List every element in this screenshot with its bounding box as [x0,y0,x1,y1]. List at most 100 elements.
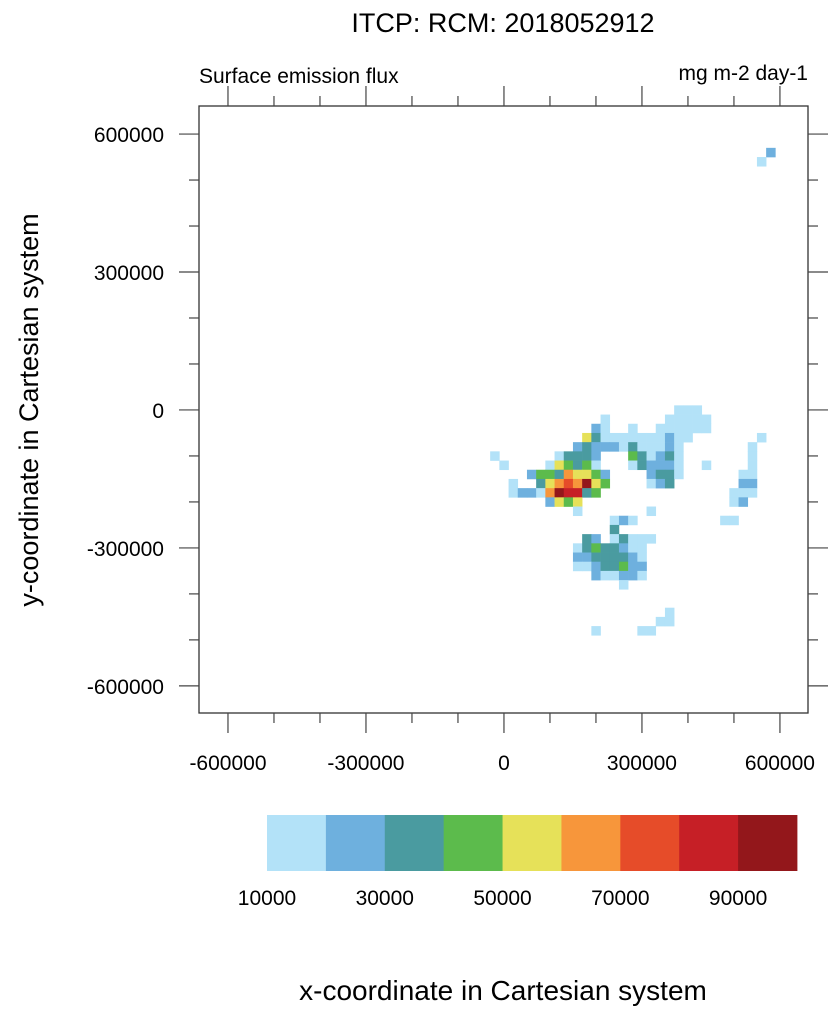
heatmap-cell [738,478,749,489]
heatmap-cell [646,442,657,452]
heatmap-cell [600,561,611,572]
colorbar-box [679,815,739,871]
heatmap-cell [600,442,611,452]
heatmap-cell [664,616,675,627]
heatmap-cell [600,414,611,425]
heatmap-cell [600,570,611,581]
heatmap-cell [674,460,684,471]
heatmap-cell [609,515,620,526]
heatmap-cell [591,469,601,480]
heatmap-cell [674,423,684,434]
heatmap-cell [545,460,555,471]
y-tick-label: 300000 [94,262,164,285]
heatmap-cell [646,469,657,480]
x-tick-label: 600000 [745,752,815,775]
heatmap-cell [545,478,555,489]
heatmap-cell [582,478,592,489]
heatmap-cell [674,405,684,415]
heatmap-cell [655,451,666,461]
heatmap-cell [738,497,749,507]
heatmap-cell [747,478,758,489]
heatmap-cell [628,515,638,526]
heatmap-cell [664,469,675,480]
colorbar-box [443,815,503,871]
heatmap-cell [637,432,647,443]
heatmap-cell [591,543,601,553]
heatmap-cell [628,534,638,544]
colorbar-box [267,815,327,871]
heatmap-cell [747,488,758,498]
heatmap-cell [582,543,592,553]
heatmap-cell [664,607,675,618]
heatmap-cell [563,451,574,461]
heatmap-cell [536,488,546,498]
heatmap-cell [609,543,620,553]
heatmap-cell [563,478,574,489]
heatmap-cell [692,423,703,434]
heatmap-cell [618,561,629,572]
heatmap-cell [591,478,601,489]
heatmap-cell [674,432,684,443]
heatmap-cell [545,488,555,498]
heatmap-cell [563,469,574,480]
heatmap-cell [637,460,647,471]
heatmap-cell [591,460,601,471]
heatmap-cell [600,543,611,553]
heatmap-cell [637,570,647,581]
heatmap-cell [646,478,657,489]
heatmap-cell [526,488,537,498]
heatmap-cell [572,497,583,507]
heatmap-cell [637,561,647,572]
colorbar-label: 90000 [709,887,767,910]
colorbar-box [325,815,386,871]
heatmap-cell [664,460,675,471]
heatmap-cell [674,442,684,452]
heatmap-cell [646,626,657,636]
colorbar-box [502,815,562,871]
heatmap-cell [545,469,555,480]
heatmap-cell [508,488,519,498]
heatmap-cell [554,478,565,489]
heatmap-cell [747,442,758,452]
heatmap-cell [582,469,592,480]
heatmap-cell [646,506,657,517]
heatmap-cell [609,561,620,572]
heatmap-cell [591,534,601,544]
heatmap-cell [701,423,712,434]
heatmap-cells [490,147,776,636]
heatmap-cell [618,543,629,553]
colorbar-label: 70000 [591,887,649,910]
axes: -600000 -300000 0 300000 600000 600000 300000 0… [87,86,828,775]
heatmap-cell [628,423,638,434]
heatmap-cell [729,497,739,507]
heatmap-cell [701,414,712,425]
heatmap-cell [554,497,565,507]
heatmap-cell [554,488,565,498]
heatmap-cell [674,451,684,461]
heatmap-cell [563,488,574,498]
heatmap-cell [582,451,592,461]
heatmap-cell [618,552,629,563]
heatmap-cell [664,451,675,461]
heatmap-cell [618,570,629,581]
heatmap-cell [600,478,611,489]
y-tick-label: -600000 [87,676,164,699]
heatmap-cell [517,488,528,498]
heatmap-cell [554,460,565,471]
heatmap-cell [738,469,749,480]
x-axis-label: x-coordinate in Cartesian system [299,975,707,1006]
heatmap-cell [582,552,592,563]
heatmap-cell [582,460,592,471]
heatmap-cell [747,469,758,480]
heatmap-cell [637,543,647,553]
heatmap-cell [628,432,638,443]
colorbar: 10000 30000 50000 70000 90000 [238,815,798,910]
y-tick-label: 600000 [94,124,164,147]
colorbar-box [620,815,680,871]
heatmap-cell [628,552,638,563]
heatmap-cell [756,432,767,443]
heatmap-cell [701,460,712,471]
heatmap-cell [655,423,666,434]
heatmap-cell [600,552,611,563]
heatmap-cell [756,157,767,167]
